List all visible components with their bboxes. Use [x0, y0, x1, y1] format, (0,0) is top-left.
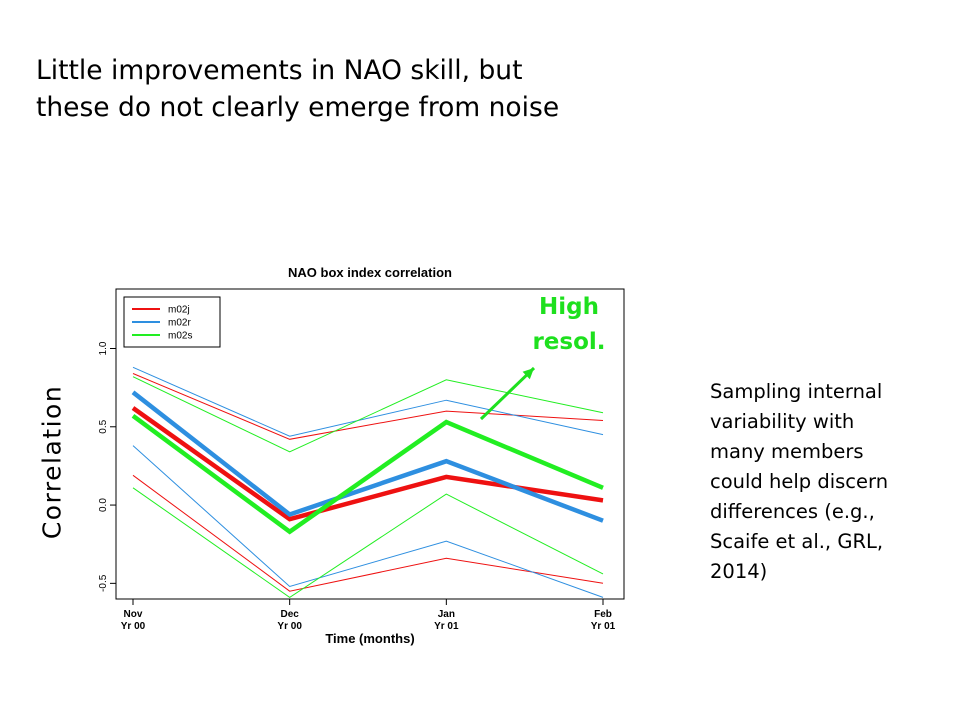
side-note-line: could help discern: [710, 470, 889, 493]
nao-correlation-chart: NAO box index correlation -0.5 0.0 0.5 1.0 No…: [98, 265, 625, 646]
y-tick-label: 0.0: [98, 498, 109, 512]
annotation-arrow-head: [522, 368, 534, 380]
side-note-line: Sampling internal: [710, 380, 883, 403]
y-tick-label: 0.5: [98, 419, 109, 433]
slide-title-line-1: Little improvements in NAO skill, but: [36, 55, 523, 86]
chart-title: NAO box index correlation: [288, 265, 452, 280]
y-tick-label: 1.0: [98, 341, 109, 355]
annotation-line-2: resol.: [532, 329, 606, 355]
plot-frame: [115, 288, 625, 600]
annotation-arrow-shaft: [479, 366, 536, 421]
legend-label-m02s: m02s: [168, 331, 192, 342]
series-line-m02r: [131, 390, 604, 523]
bound-line-lower-m02j: [132, 474, 604, 592]
x-tick-sublabel: Yr 00: [277, 621, 302, 632]
side-note-line: many members: [710, 440, 864, 463]
x-tick-label: Feb: [594, 609, 612, 620]
bound-line-lower-m02r: [132, 445, 604, 598]
x-tick-label: Nov: [124, 609, 143, 620]
x-tick-sublabel: Yr 01: [434, 621, 459, 632]
correlation-axis-label: Correlation: [37, 384, 67, 540]
side-note-line: Scaife et al., GRL,: [710, 530, 884, 553]
x-axis-label: Time (months): [325, 631, 414, 646]
legend-label-m02j: m02j: [168, 305, 190, 316]
series-line-m02j: [131, 406, 604, 522]
bound-line-lower-m02s: [132, 487, 604, 599]
bound-line-upper-m02j: [132, 373, 604, 440]
bound-line-upper-m02s: [132, 376, 604, 453]
x-tick-sublabel: Yr 01: [591, 621, 616, 632]
bound-line-upper-m02r: [132, 366, 604, 437]
y-tick-label: -0.5: [98, 574, 109, 592]
x-tick-label: Jan: [438, 609, 455, 620]
side-note-line: 2014): [710, 560, 768, 583]
slide-title: Little improvements in NAO skill, but th…: [36, 52, 676, 126]
side-note-line: variability with: [710, 410, 855, 433]
x-tick-sublabel: Yr 00: [121, 621, 146, 632]
slide-title-line-2: these do not clearly emerge from noise: [36, 92, 560, 123]
series-line-m02s: [131, 413, 604, 535]
annotation-line-1: High: [539, 294, 599, 320]
side-note: Sampling internal variability with many me…: [710, 377, 950, 587]
high-resolution-annotation: High resol.: [514, 290, 624, 360]
legend-label-m02r: m02r: [168, 318, 191, 329]
x-tick-label: Dec: [280, 609, 299, 620]
side-note-line: differences (e.g.,: [710, 500, 875, 523]
